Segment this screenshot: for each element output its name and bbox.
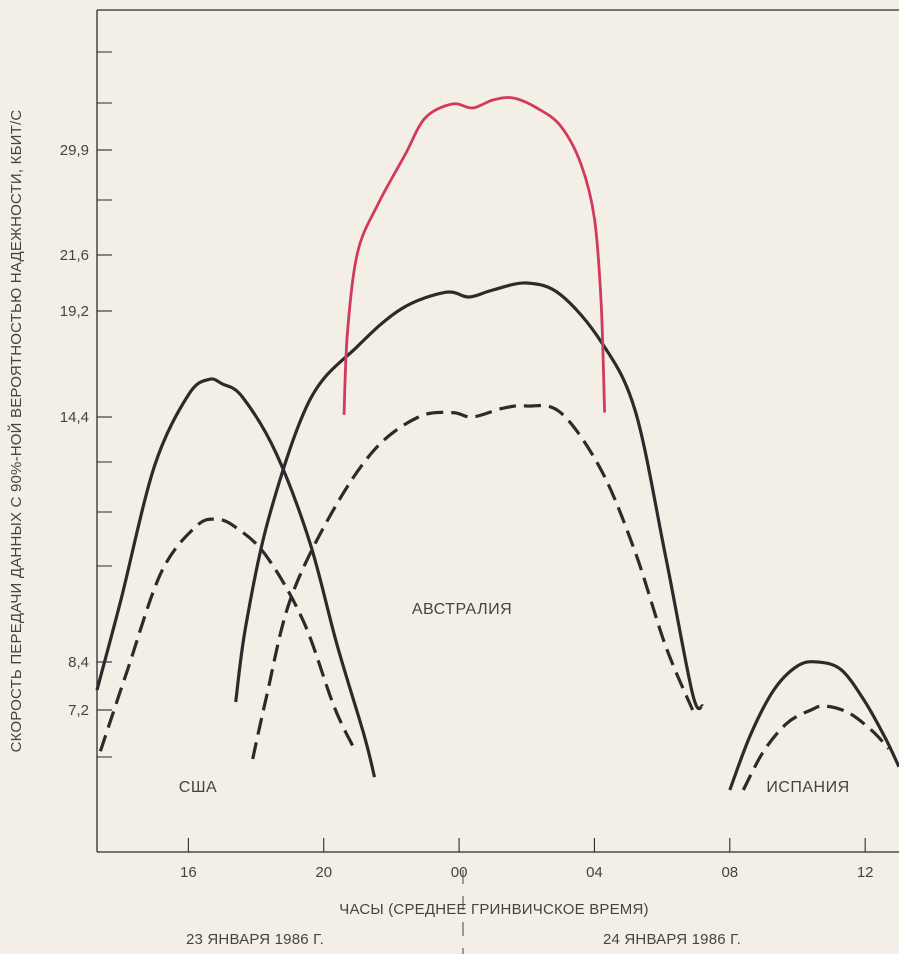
x-axis-title: ЧАСЫ (СРЕДНЕЕ ГРИНВИЧСКОЕ ВРЕМЯ) (339, 901, 648, 918)
date-right: 24 ЯНВАРЯ 1986 Г. (603, 931, 741, 948)
x-tick-label: 00 (451, 864, 468, 881)
region-label-spain: ИСПАНИЯ (766, 779, 849, 796)
date-left: 23 ЯНВАРЯ 1986 Г. (186, 931, 324, 948)
y-tick-label: 29,9 (60, 142, 89, 159)
x-tick-label: 08 (721, 864, 738, 881)
x-tick-label: 12 (857, 864, 874, 881)
y-tick-label: 14,4 (60, 409, 89, 426)
x-tick-label: 20 (315, 864, 332, 881)
region-label-australia: АВСТРАЛИЯ (412, 601, 512, 618)
region-label-usa: США (179, 779, 217, 796)
y-tick-label: 19,2 (60, 303, 89, 320)
plot-area (97, 10, 899, 852)
y-tick-label: 7,2 (68, 702, 89, 719)
x-tick-label: 04 (586, 864, 603, 881)
y-tick-label: 8,4 (68, 654, 89, 671)
y-tick-label: 21,6 (60, 247, 89, 264)
x-tick-label: 16 (180, 864, 197, 881)
y-axis-title: СКОРОСТЬ ПЕРЕДАЧИ ДАННЫХ С 90%-НОЙ ВЕРОЯ… (7, 110, 25, 753)
